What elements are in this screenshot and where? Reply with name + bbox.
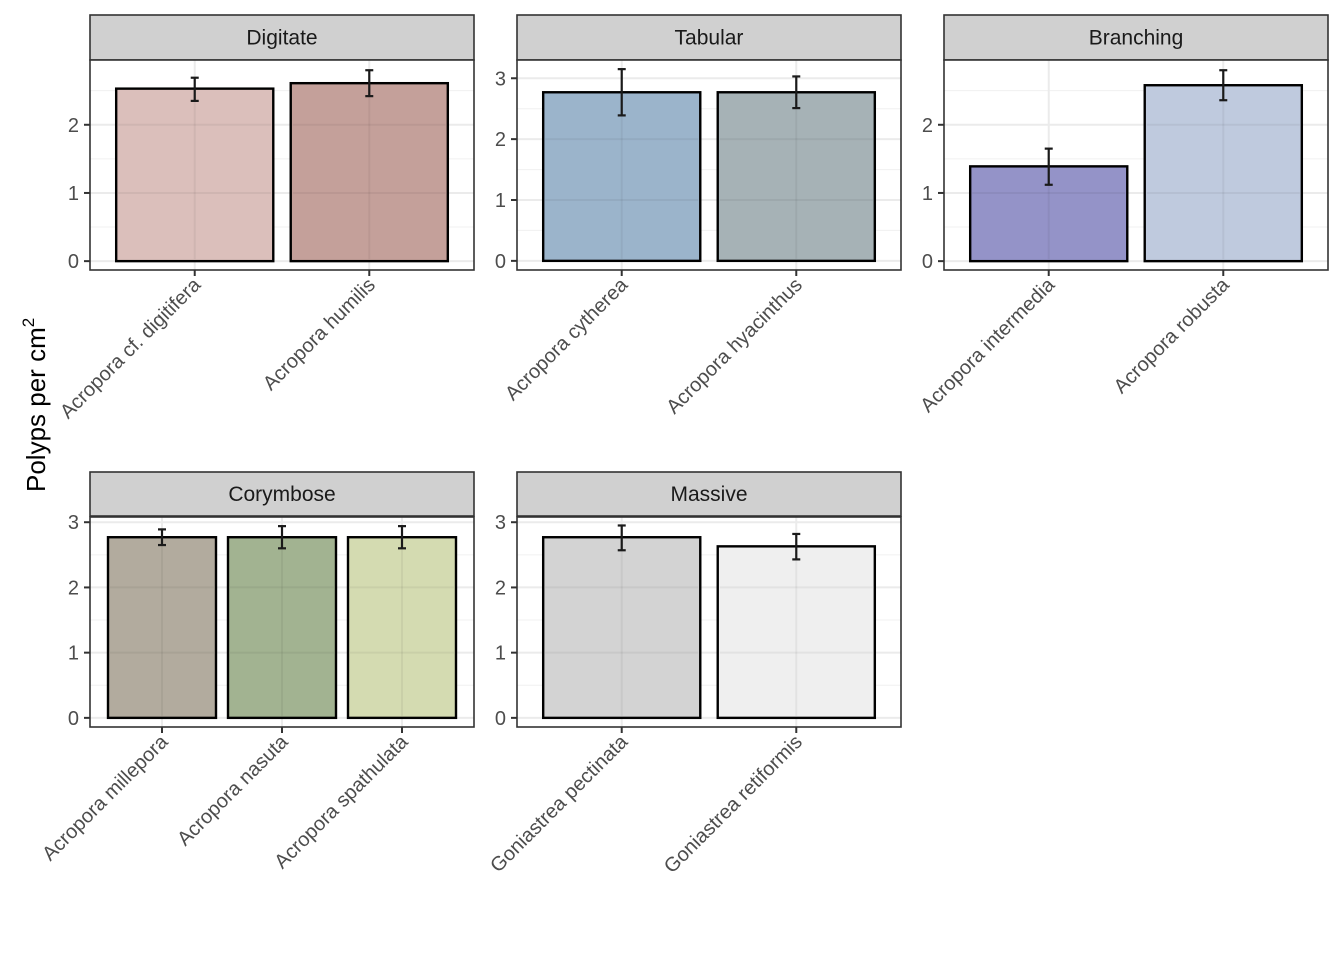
x-tick-label-acropora-humilis: Acropora humilis: [259, 274, 380, 395]
error-bar-acropora-hyacinthus: [792, 75, 801, 110]
x-tick-label-acropora-millepora: Acropora millepora: [38, 730, 173, 865]
panels-layer: Digitate 0 1 2 Acropora cf. digitifera Acropo…: [38, 14, 1329, 878]
x-tick-label-acropora-nasuta: Acropora nasuta: [173, 730, 293, 850]
error-bar-acropora-millepora: [158, 528, 166, 547]
y-axis-title-text: Polyps per cm: [21, 327, 51, 492]
error-bar-acropora-cf-digitifera: [190, 76, 199, 103]
facet-strip: [89, 471, 475, 517]
y-tick-label: 2: [495, 129, 506, 151]
panel-border: [943, 59, 1329, 271]
error-bar-acropora-humilis: [365, 69, 374, 98]
facet-strip-label: Massive: [670, 483, 747, 506]
y-tick-label: 3: [495, 68, 506, 90]
y-tick-label: 2: [68, 115, 79, 137]
y-axis-title: Polyps per cm2: [19, 318, 51, 492]
y-tick-label: 3: [68, 512, 79, 534]
bar-acropora-robusta: [1143, 84, 1304, 263]
bar-acropora-cf-digitifera: [114, 87, 275, 263]
panel-branching: Branching 0 1 2 Acropora intermedia Acropora …: [916, 14, 1329, 417]
panel-massive: Massive 0 1 2 3 Goniastrea pectinata Goniastre…: [486, 471, 902, 878]
y-tick-label: 2: [68, 577, 79, 599]
panel-border: [89, 59, 475, 271]
x-tick-label-acropora-hyacinthus: Acropora hyacinthus: [662, 274, 806, 418]
y-tick-label: 1: [922, 183, 933, 205]
x-tick-label-acropora-robusta: Acropora robusta: [1110, 273, 1235, 398]
x-tick-label-goniastrea-pectinata: Goniastrea pectinata: [486, 730, 633, 877]
facet-strip: [516, 471, 902, 517]
bar-acropora-spathulata: [346, 536, 458, 720]
y-tick-label: 1: [68, 643, 79, 665]
y-tick-label: 0: [495, 251, 506, 273]
facet-strip: [943, 14, 1329, 61]
error-bar-goniastrea-retiformis: [792, 532, 801, 561]
panel-border: [516, 516, 902, 728]
x-tick-label-acropora-spathulata: Acropora spathulata: [270, 730, 413, 873]
y-tick-label: 1: [495, 643, 506, 665]
y-tick-label: 1: [495, 190, 506, 212]
bar-acropora-cytherea: [541, 91, 702, 263]
bar-acropora-millepora: [106, 536, 218, 720]
bar-goniastrea-retiformis: [716, 545, 877, 720]
y-tick-label: 1: [68, 183, 79, 205]
y-tick-label: 0: [495, 708, 506, 730]
bar-acropora-nasuta: [226, 536, 338, 720]
x-tick-label-acropora-cytherea: Acropora cytherea: [501, 273, 633, 405]
facet-strip-label: Branching: [1089, 27, 1184, 50]
error-bar-goniastrea-pectinata: [617, 524, 626, 552]
bar-acropora-humilis: [289, 81, 450, 263]
error-bar-acropora-cytherea: [617, 68, 626, 117]
y-tick-label: 0: [68, 251, 79, 273]
error-bar-acropora-spathulata: [398, 525, 406, 550]
facet-strip: [516, 14, 902, 61]
error-bar-acropora-nasuta: [278, 525, 286, 550]
bar-acropora-hyacinthus: [716, 91, 877, 263]
y-tick-label: 0: [68, 708, 79, 730]
panel-border: [516, 59, 902, 271]
facet-strip-label: Tabular: [675, 27, 744, 50]
facet-strip: [89, 14, 475, 61]
x-tick-label-acropora-intermedia: Acropora intermedia: [916, 273, 1060, 417]
facet-strip-label: Digitate: [246, 27, 317, 50]
panel-tabular: Tabular 0 1 2 3 Acropora cytherea Acropora hya…: [495, 14, 902, 418]
facet-strip-label: Corymbose: [228, 483, 335, 506]
x-tick-label-acropora-cf-digitifera: Acropora cf. digitifera: [56, 273, 206, 423]
y-tick-label: 2: [922, 115, 933, 137]
y-tick-label: 2: [495, 577, 506, 599]
y-tick-label: 0: [922, 251, 933, 273]
error-bar-acropora-robusta: [1219, 69, 1228, 102]
y-axis-title-superscript: 2: [19, 318, 38, 327]
error-bar-acropora-intermedia: [1044, 147, 1053, 186]
panel-digitate: Digitate 0 1 2 Acropora cf. digitifera Acropo…: [56, 14, 475, 423]
y-tick-label: 3: [495, 512, 506, 534]
x-tick-label-goniastrea-retiformis: Goniastrea retiformis: [660, 731, 807, 878]
